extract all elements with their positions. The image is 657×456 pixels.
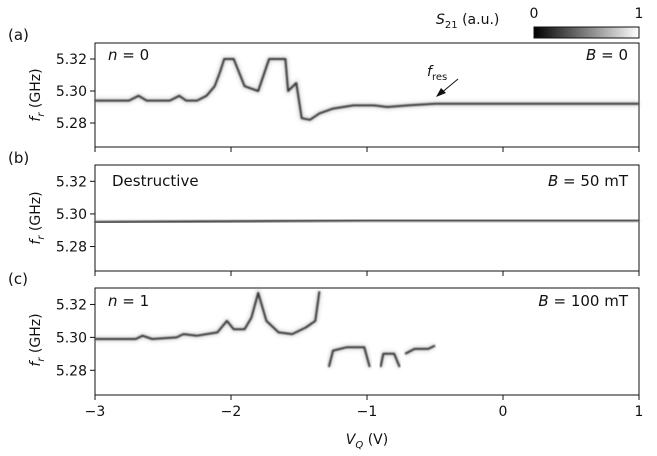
panel-c-y-tick-label: 5.28 <box>56 363 87 379</box>
panel-b-y-tick-label: 5.30 <box>56 207 87 223</box>
panel-b: 5.28 5.30 5.32 (b) Destructive B = 50 mT f… <box>8 149 640 276</box>
panel-b-frame <box>94 164 640 272</box>
panel-a-right-text: B = 0 <box>586 46 628 64</box>
x-tick-label: −2 <box>221 404 242 420</box>
panel-a: 5.28 5.30 5.32 (a) n = 0 B = 0 fres fr (GH… <box>8 26 640 152</box>
x-tick-label: 1 <box>635 404 644 420</box>
panel-c-frame <box>94 287 640 396</box>
panel-a-y-tick-label: 5.28 <box>56 116 87 132</box>
panel-b-y-tick-label: 5.28 <box>56 240 87 256</box>
panel-c-x-ticks: −3 −2 −1 0 1 <box>85 395 644 420</box>
panel-a-y-tick-label: 5.32 <box>56 52 87 68</box>
x-tick-label: −3 <box>85 404 106 420</box>
panel-c-resonance-trace <box>95 291 321 340</box>
panel-b-y-axis-title: fr (GHz) <box>28 191 47 244</box>
x-axis-title: VQ (V) <box>346 432 388 451</box>
panel-a-data <box>95 57 639 122</box>
panel-a-frame <box>94 42 640 148</box>
panel-c-right-text: B = 100 mT <box>538 292 628 310</box>
panel-c-y-tick-label: 5.32 <box>56 297 87 313</box>
panel-c-y-ticks: 5.28 5.30 5.32 <box>56 297 95 379</box>
panel-c-resonance-segment-3 <box>404 344 436 355</box>
panel-a-y-axis-title: fr (GHz) <box>28 68 47 121</box>
panel-a-left-text: n = 0 <box>108 46 149 64</box>
panel-c-resonance-segment-2 <box>379 352 401 368</box>
panel-a-y-tick-label: 5.30 <box>56 84 87 100</box>
panel-c-data <box>95 285 436 368</box>
panel-b-left-text: Destructive <box>112 172 199 190</box>
panel-b-y-ticks: 5.28 5.30 5.32 <box>56 174 95 256</box>
panel-b-right-text: B = 50 mT <box>548 172 629 190</box>
colorbar-gradient <box>533 26 640 39</box>
panel-c-resonance-segment-1 <box>327 346 371 368</box>
colorbar: S21 (a.u.) 0 1 <box>436 6 644 39</box>
colorbar-max-label: 1 <box>635 6 644 22</box>
panel-b-x-ticks <box>94 271 640 276</box>
panel-a-annotation-arrow <box>436 78 459 97</box>
panel-c-y-axis-title: fr (GHz) <box>28 313 47 366</box>
panel-c-y-tick-label: 5.30 <box>56 330 87 346</box>
panel-c-label: (c) <box>8 270 28 288</box>
x-tick-label: 0 <box>499 404 508 420</box>
x-tick-label: −1 <box>357 404 378 420</box>
panel-c: 5.28 5.30 5.32 −3 −2 −1 0 1 (c) n = 1 B = 100 … <box>8 270 643 420</box>
panel-b-label: (b) <box>8 149 29 167</box>
panel-b-resonance-trace <box>94 219 639 224</box>
panel-a-x-ticks <box>94 147 640 152</box>
panel-a-annotation-fres: fres <box>427 64 447 83</box>
colorbar-label: S21 (a.u.) <box>436 12 499 31</box>
panel-c-left-text: n = 1 <box>108 292 149 310</box>
panel-a-resonance-trace <box>95 58 639 121</box>
panel-a-label: (a) <box>8 26 29 44</box>
panel-b-y-tick-label: 5.32 <box>56 174 87 190</box>
panel-b-data <box>94 218 639 225</box>
panel-a-y-ticks: 5.28 5.30 5.32 <box>56 52 95 132</box>
colorbar-min-label: 0 <box>530 6 539 22</box>
